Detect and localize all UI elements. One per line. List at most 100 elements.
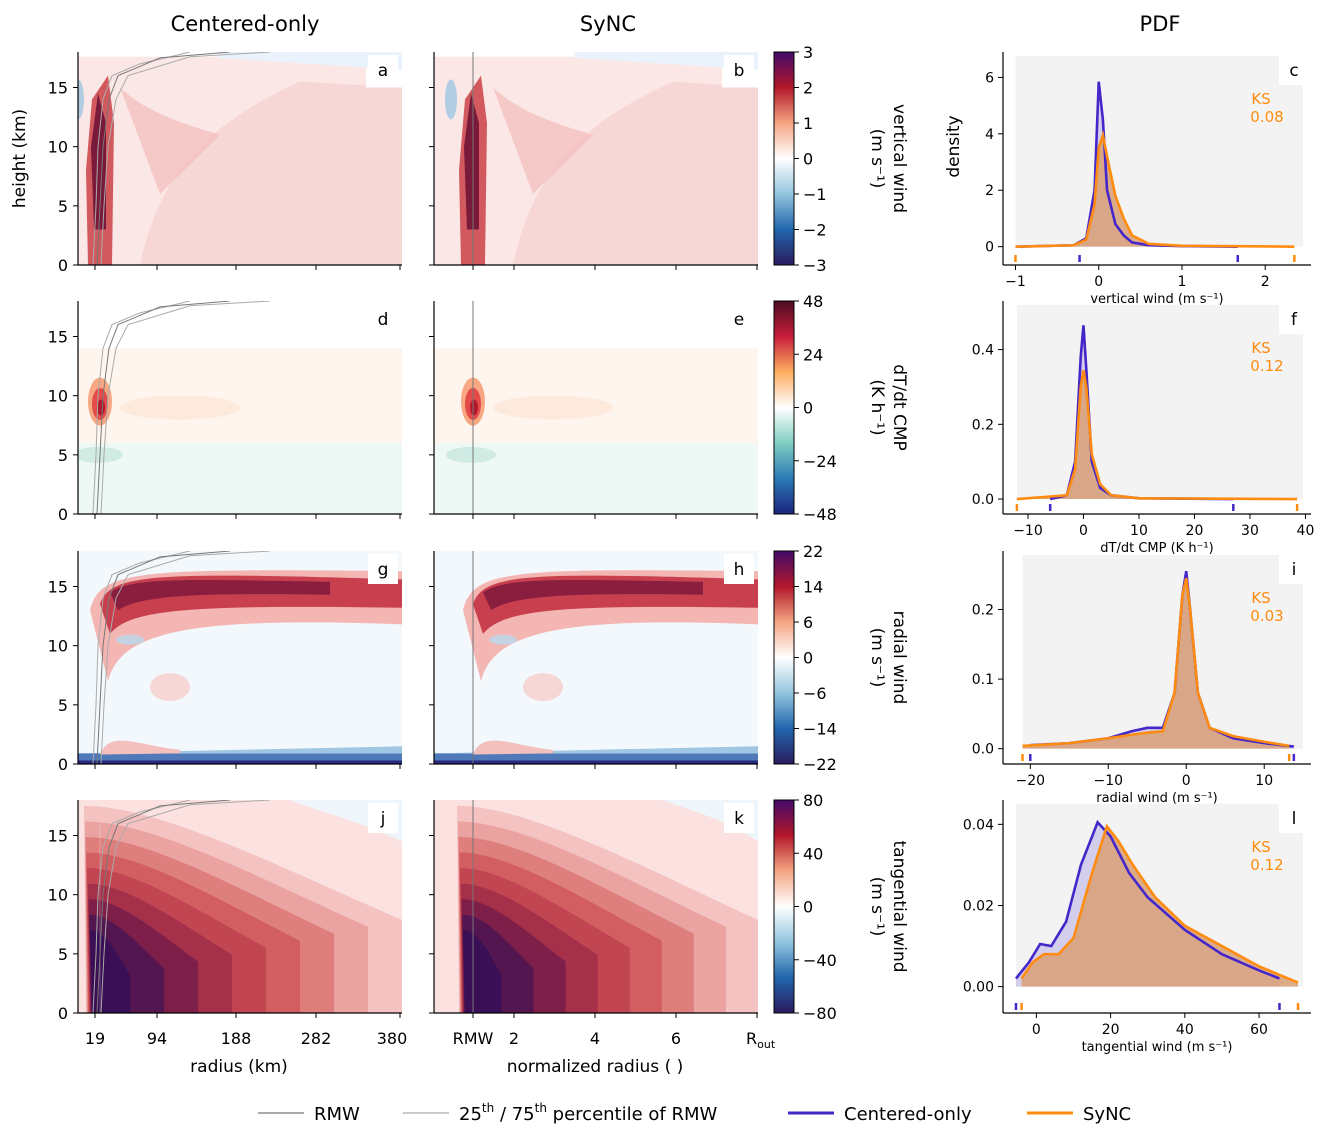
column-title-pdf: PDF [1140,12,1181,36]
pdf-xtick: −20 [1016,773,1046,789]
rmw-line [96,301,231,514]
pdf-xtick: 2 [1261,274,1270,290]
colorbar-tick: 2 [803,79,813,98]
variable-unit: (m s⁻¹) [867,628,887,688]
panel-label: f [1291,310,1298,330]
legend: RMW 25th / 75th percentile of RMW Center… [258,1101,1131,1125]
panel-d: 0 5 10 15 d [48,301,402,524]
variable-unit: (m s⁻¹) [867,129,887,189]
ks-label: KS [1251,838,1270,856]
norm-tick: 2 [509,1029,519,1048]
colorbar-4: 80 40 0 −40 −80 tangential wind(m s⁻¹) [773,791,909,1023]
row-2: 0 5 10 15 d e 48 24 0 −24 −48 dT/dt CMP(K h⁻¹) −10 0 1… [48,292,1315,556]
pdf-xtick: 20 [1186,523,1204,539]
pdf-background [1016,304,1303,500]
panel-label: c [1289,61,1298,81]
colorbar-tick: 0 [803,898,813,917]
variable-name: dT/dt CMP [889,364,909,451]
pdf-ytick: 0.0 [972,742,994,758]
height-tick: 10 [48,387,68,406]
colorbar-tick: 22 [803,542,823,561]
colorbar-tick: −6 [803,684,827,703]
ks-value: 0.08 [1250,108,1283,126]
panel-b: b [429,52,758,270]
field-j [78,800,402,1013]
colorbar-tick: 6 [803,613,813,632]
height-tick: 5 [58,696,68,715]
height-tick: 0 [58,256,68,275]
ks-label: KS [1251,90,1270,108]
colorbar-tick: 14 [803,578,823,597]
panel-l: 0 20 40 60 0.00 0.02 0.04 tangential wind (m s⁻… [963,800,1311,1055]
rmw-percentile-line [100,551,271,764]
rmw-percentile-line [92,551,191,764]
height-tick: 0 [58,505,68,524]
height-tick: 5 [58,945,68,964]
pdf-ytick: 0.02 [963,898,994,914]
pdf-line-sync [1022,577,1290,748]
height-tick: 5 [58,197,68,216]
variable-label: tangential wind(m s⁻¹) [867,840,909,972]
pdf-xlabel: dT/dt CMP (K h⁻¹) [1100,541,1213,556]
column-title-sync: SyNC [580,12,636,36]
field-g [78,551,402,764]
height-tick: 10 [48,138,68,157]
colorbar-tick: 0 [803,150,813,169]
colorbar-tick: 24 [803,345,823,364]
variable-label: vertical wind(m s⁻¹) [867,104,909,213]
pdf-xtick: 10 [1255,773,1273,789]
pdf-line-sync [1020,823,1299,984]
colorbar-tick: −14 [803,720,837,739]
column-title-centered: Centered-only [171,12,320,36]
panel-i: −20 −10 0 10 0.0 0.1 0.2 radial wind (m s⁻¹) KS0… [972,551,1311,806]
pdf-ytick: 4 [985,127,994,143]
pdf-xtick: 20 [1102,1022,1120,1038]
colorbar-2: 48 24 0 −24 −48 dT/dt CMP(K h⁻¹) [773,292,909,524]
field-h [434,551,758,764]
colorbar-tick: 80 [803,791,823,810]
colorbar-3: 22 14 6 0 −6 −14 −22 radial wind(m s⁻¹) [773,542,909,774]
ks-value: 0.12 [1250,357,1283,375]
variable-name: vertical wind [889,104,909,213]
pdf-xtick: 0 [1094,274,1103,290]
pdf-xtick: −1 [1005,274,1026,290]
variable-label: radial wind(m s⁻¹) [867,611,909,705]
normalized-radius-axis: RMW 2 4 6 Rout normalized radius ( ) [453,1029,776,1077]
variable-unit: (K h⁻¹) [867,379,887,435]
panel-e: e [429,301,758,519]
colorbar-tick: −2 [803,221,827,240]
pdf-xtick: 10 [1130,523,1148,539]
ks-label: KS [1251,339,1270,357]
norm-tick: 6 [671,1029,681,1048]
colorbar-tick: 0 [803,649,813,668]
colorbar-tick: −3 [803,256,827,275]
height-tick: 15 [48,79,68,98]
colorbar-tick: 0 [803,399,813,418]
norm-tick: RMW [453,1029,494,1048]
field-e [434,301,758,514]
height-tick: 0 [58,1004,68,1023]
pdf-line-sync [1016,369,1298,501]
pdf-xtick: −10 [1013,523,1043,539]
colorbar-1: 3 2 1 0 −1 −2 −3 vertical wind(m s⁻¹) [773,43,909,275]
variable-label: dT/dt CMP(K h⁻¹) [867,364,909,451]
pdf-xlabel: radial wind (m s⁻¹) [1096,791,1218,806]
rmw-percentile-line [92,52,191,265]
rmw-line [96,52,231,265]
radius-tick: 188 [221,1029,252,1048]
panel-label: g [378,560,389,580]
height-tick: 15 [48,827,68,846]
pdf-xtick: 0 [1032,1022,1041,1038]
pdf-xtick: 30 [1241,523,1259,539]
panel-label: d [378,310,389,330]
row-3: 0 5 10 15 g h 22 14 6 0 −6 −14 −22 radial wind(m s⁻¹)… [48,542,1311,806]
ks-value: 0.12 [1250,856,1283,874]
colorbar-tick: −40 [803,951,837,970]
radius-axis: 19 94 188 282 380 radius (km) [85,1029,407,1077]
panel-a: 0 5 10 15 a [48,52,402,275]
panel-label: h [734,560,745,580]
legend-sync-label: SyNC [1083,1104,1131,1125]
colorbar-tick: −22 [803,755,837,774]
